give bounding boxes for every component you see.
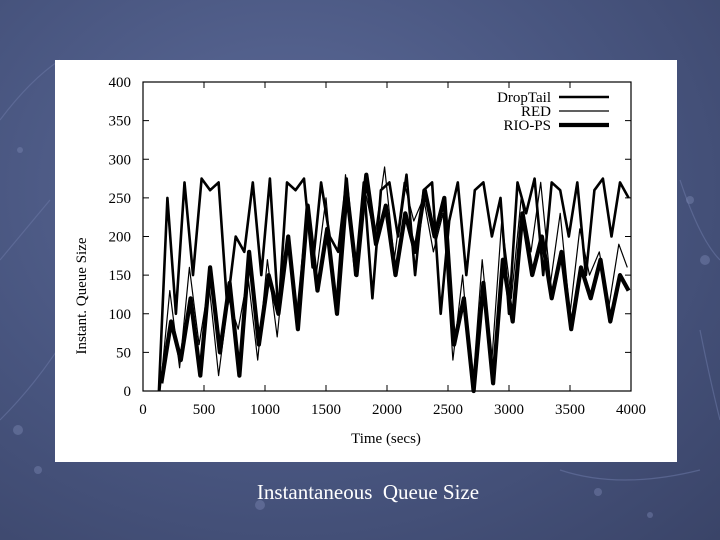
x-tick-label: 2500 (433, 402, 463, 418)
slide-caption: Instantaneous Queue Size (256, 480, 480, 504)
legend-label: RIO-PS (503, 118, 551, 134)
x-tick-label: 3500 (555, 402, 585, 418)
plot-frame (142, 81, 632, 392)
x-tick-label: 1500 (311, 402, 341, 418)
y-axis-label: Instant. Queue Size (74, 237, 90, 354)
x-tick-label: 500 (193, 402, 216, 418)
x-tick-label: 0 (139, 402, 147, 418)
y-tick-label: 300 (109, 152, 132, 168)
x-axis-label: Time (secs) (351, 431, 421, 447)
legend-label: RED (521, 104, 551, 120)
y-tick-label: 0 (124, 384, 132, 400)
x-tick-label: 4000 (616, 402, 646, 418)
y-tick-label: 100 (109, 307, 132, 323)
y-tick-label: 50 (116, 345, 131, 361)
y-tick-label: 150 (109, 268, 132, 284)
series-line-droptail (157, 173, 630, 392)
x-tick-label: 2000 (372, 402, 402, 418)
y-tick-label: 400 (109, 75, 132, 91)
figure-panel: 0 500 1000 1500 2000 2500 3000 3500 4000 0 50 100 15… (55, 60, 677, 462)
x-tick-label: 1000 (250, 402, 280, 418)
x-tick-label: 3000 (494, 402, 524, 418)
y-tick-label: 200 (109, 230, 132, 246)
legend-label: DropTail (497, 90, 551, 106)
y-tick-label: 250 (109, 191, 132, 207)
series-line-rio-ps (159, 172, 631, 394)
queue-size-chart: 0 500 1000 1500 2000 2500 3000 3500 4000 0 50 100 15… (74, 75, 646, 447)
y-tick-label: 350 (109, 114, 132, 130)
